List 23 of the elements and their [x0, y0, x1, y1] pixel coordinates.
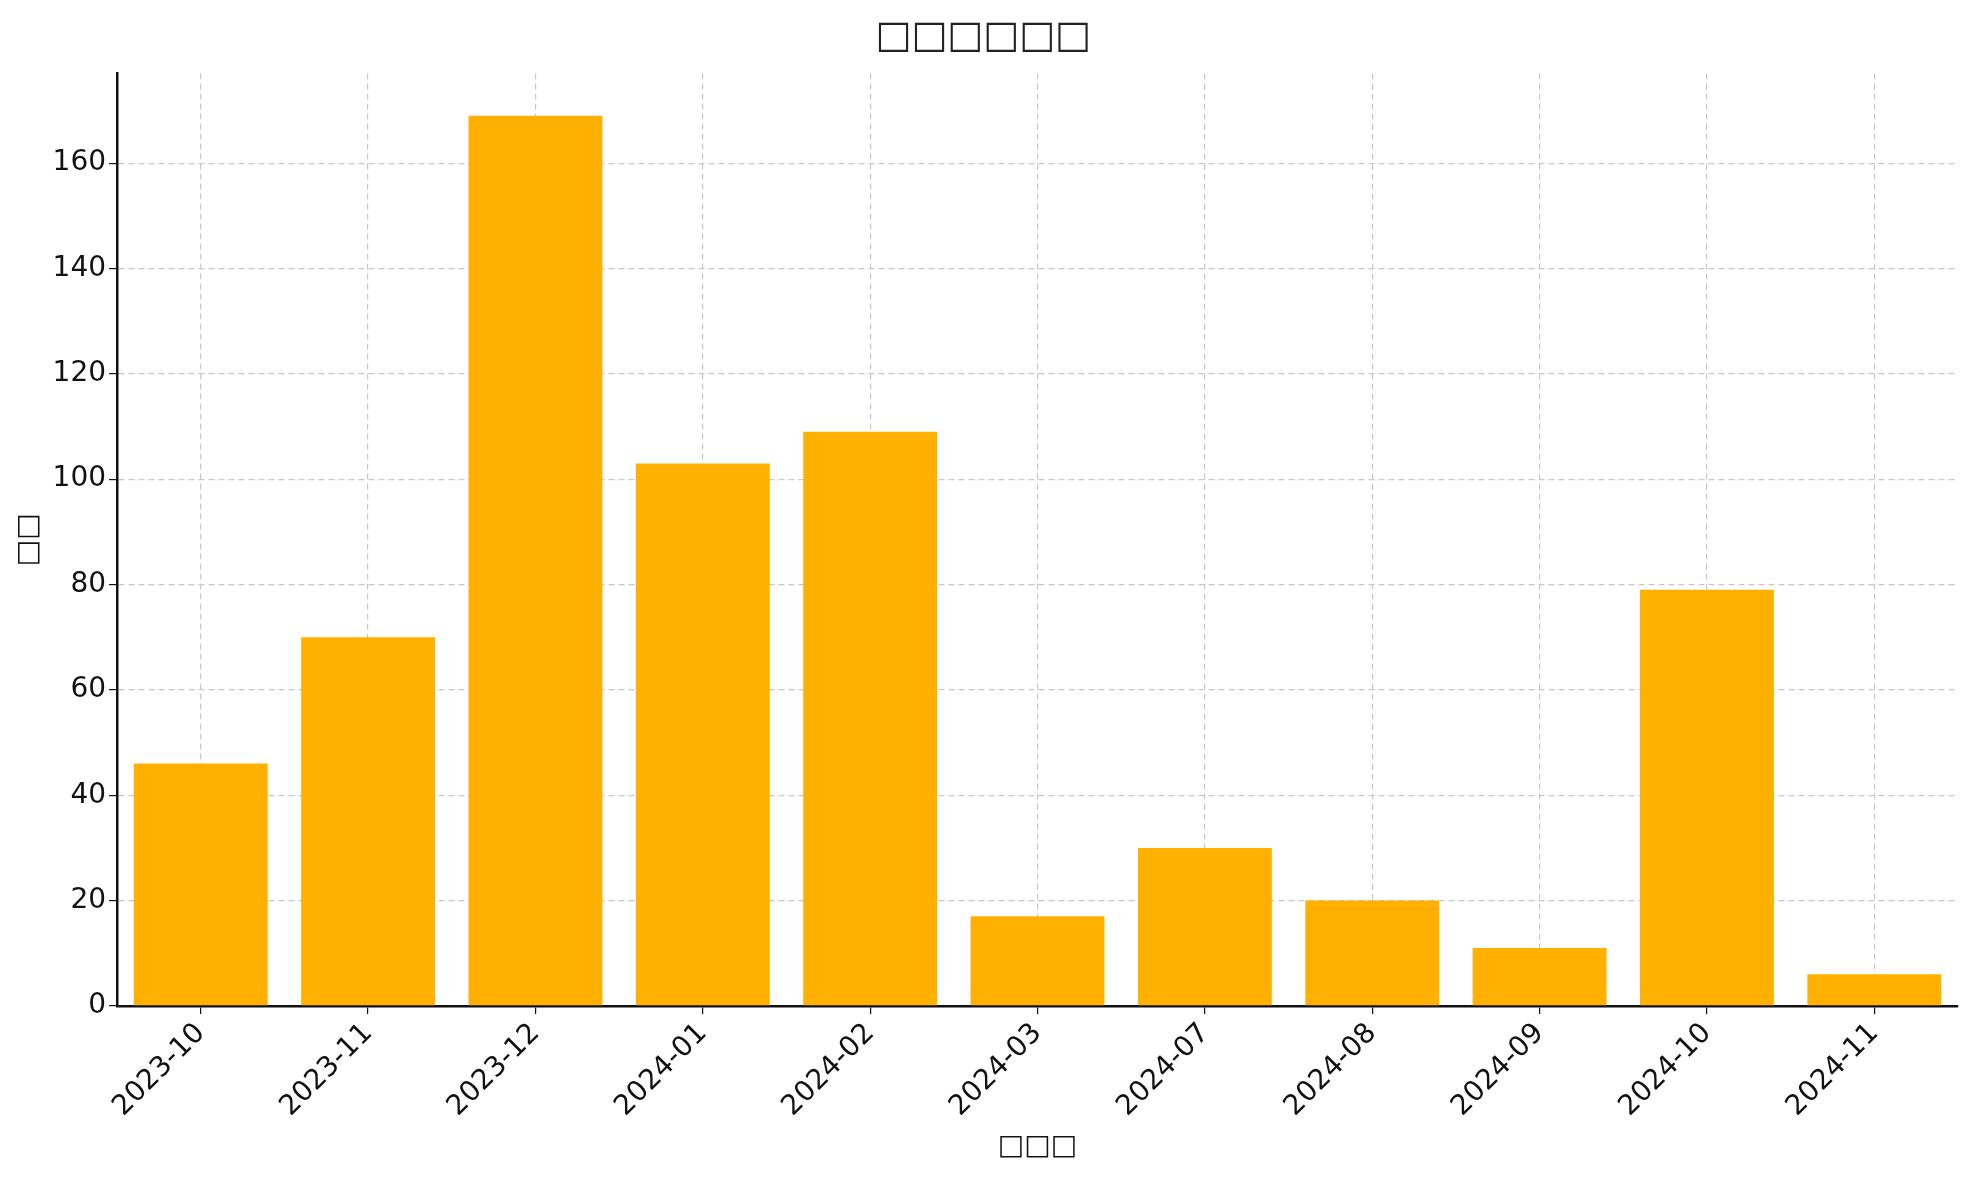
- y-tick-label: 20: [70, 881, 107, 915]
- bar: [970, 916, 1105, 1006]
- bar: [301, 637, 436, 1006]
- x-axis-title: □□□: [997, 1128, 1078, 1162]
- bar: [1640, 589, 1774, 1006]
- bar: [1807, 974, 1942, 1006]
- bar: [635, 463, 770, 1006]
- y-tick-label: 100: [52, 460, 107, 494]
- bar: [1305, 900, 1440, 1006]
- y-tick-label: 40: [70, 776, 107, 810]
- y-tick-label: 80: [70, 565, 107, 599]
- y-tick-label: 120: [52, 355, 107, 389]
- bar: [133, 763, 268, 1006]
- chart-title: □□□□□□: [875, 11, 1091, 56]
- y-axis-title: □□: [10, 513, 44, 567]
- y-tick-label: 140: [52, 249, 107, 283]
- bar: [803, 431, 938, 1006]
- bar: [1472, 947, 1607, 1006]
- bar: [468, 115, 603, 1006]
- y-tick-label: 60: [70, 671, 107, 705]
- y-tick-label: 0: [88, 987, 107, 1021]
- bar: [1137, 847, 1272, 1006]
- y-tick-label: 160: [52, 144, 107, 178]
